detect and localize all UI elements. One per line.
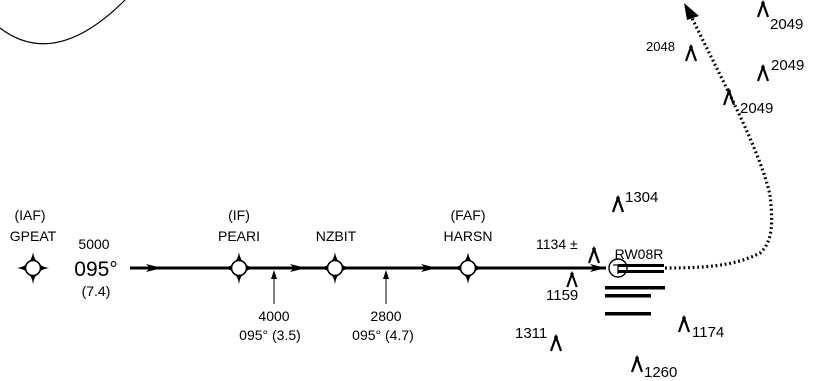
- fix-name-pearI: PEARI: [218, 228, 260, 244]
- fix-name-nzbit: NZBIT: [316, 228, 357, 244]
- fix-role-harsn: (FAF): [451, 207, 486, 223]
- obstacle-elevation: 1311: [515, 325, 547, 342]
- obstacle-elevation: 2049: [740, 100, 773, 117]
- runway-label: RW08R: [615, 246, 664, 262]
- obstacle-icon: [757, 64, 769, 82]
- fix-role-pearI: (IF): [228, 207, 250, 223]
- obstacle-elevation: 1159: [546, 287, 578, 304]
- obstacle-elevation: 1304: [625, 189, 658, 206]
- obstacle-icon: [566, 271, 578, 288]
- course-arrow-icon: [421, 264, 437, 272]
- fix-name-harsn: HARSN: [443, 228, 492, 244]
- leg-course: 095°: [74, 258, 117, 281]
- course-arrow-icon: [590, 264, 606, 272]
- leg-altitude: 4000: [258, 308, 289, 324]
- msa-circle-arc: [0, 0, 126, 45]
- obstacle-elevation: 1260: [644, 364, 677, 381]
- obstacle-icon: [588, 246, 600, 264]
- runway: [605, 312, 651, 316]
- leader-arrow-icon: [271, 270, 277, 279]
- obstacle-icon: [685, 44, 697, 62]
- leg-altitude: 2800: [370, 308, 401, 324]
- leg-altitude: 5000: [78, 236, 109, 252]
- obstacle-elevation: 1174: [692, 324, 724, 341]
- obstacle-elevation: 2049: [771, 57, 804, 74]
- fly-by-waypoint-icon[interactable]: [319, 252, 351, 284]
- obstacle-elevation: 2048: [646, 39, 675, 54]
- missed-approach-path: [664, 17, 774, 270]
- fix-name-gpeat: GPEAT: [10, 228, 57, 244]
- obstacle-icon: [550, 334, 562, 352]
- obstacle-icon: [757, 0, 769, 18]
- leg-course-distance: 095° (3.5): [239, 327, 301, 343]
- obstacle-icon: [631, 355, 643, 373]
- fly-by-waypoint-icon[interactable]: [223, 252, 255, 284]
- runway: [618, 270, 664, 273]
- obstacle-elevation: 2049: [770, 16, 803, 33]
- leg-distance: (7.4): [82, 283, 111, 299]
- missed-approach-arrow-icon: [684, 3, 699, 20]
- course-arrow-icon: [146, 264, 162, 272]
- obstacle-icon: [612, 195, 624, 213]
- course-arrow-icon: [290, 264, 306, 272]
- fly-by-waypoint-icon[interactable]: [452, 252, 484, 284]
- threshold-elevation: 1134 ±: [536, 236, 578, 252]
- leg-course-distance: 095° (4.7): [352, 327, 414, 343]
- runway: [605, 286, 665, 290]
- leader-arrow-icon: [383, 270, 389, 279]
- obstacle-icon: [678, 315, 690, 333]
- runway-threshold-icon: [608, 258, 628, 278]
- fix-role-gpeat: (IAF): [14, 207, 45, 223]
- runway: [618, 264, 664, 267]
- runway: [605, 294, 651, 298]
- fly-by-waypoint-icon[interactable]: [17, 252, 49, 284]
